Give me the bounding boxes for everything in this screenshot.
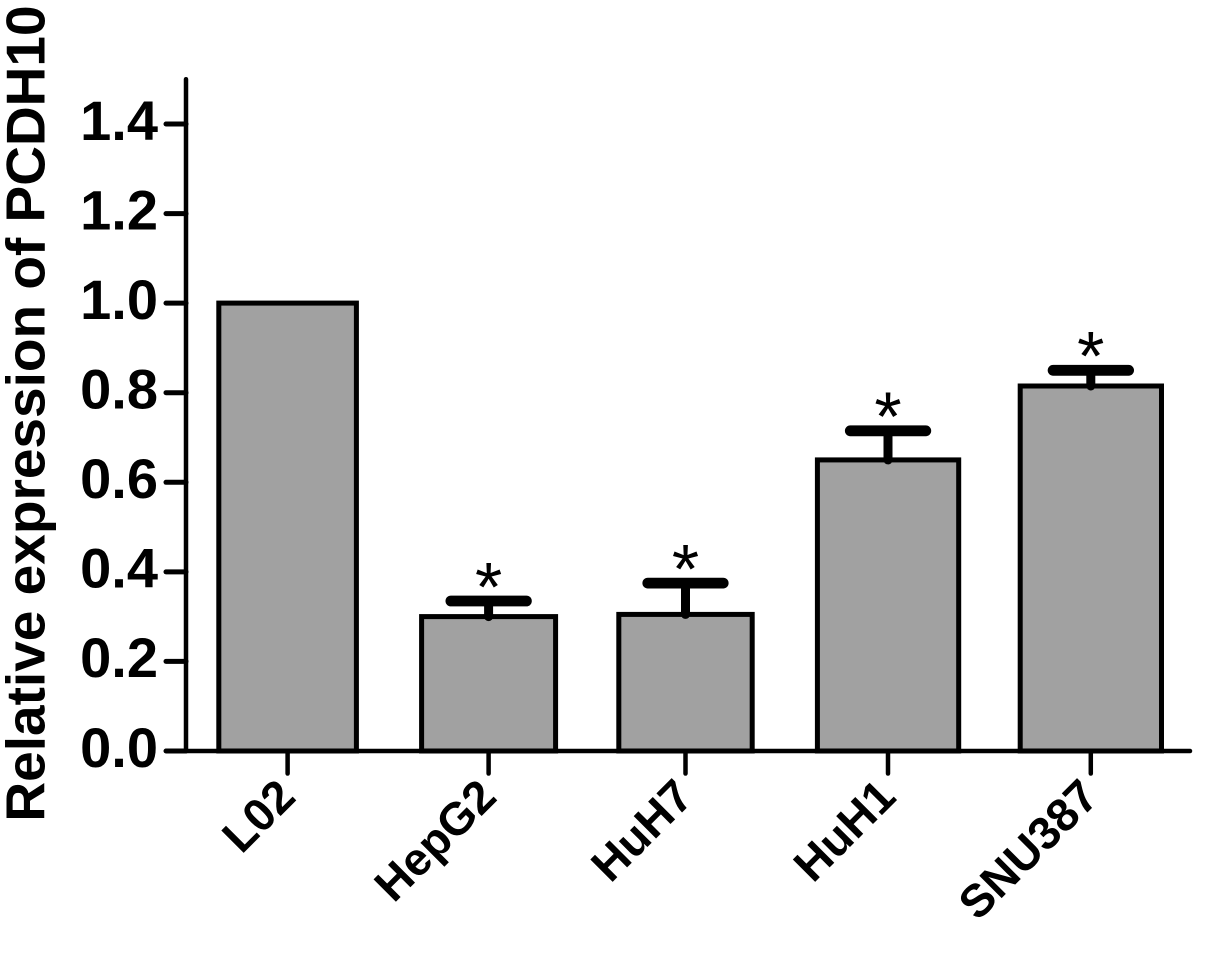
svg-text:*: * [874, 378, 901, 456]
svg-text:*: * [672, 530, 699, 608]
svg-text:1.2: 1.2 [80, 178, 158, 241]
svg-text:0.6: 0.6 [80, 447, 158, 510]
svg-text:1.0: 1.0 [80, 268, 158, 331]
svg-text:Relative expression of PCDH10: Relative expression of PCDH10 [0, 5, 57, 821]
svg-text:0.4: 0.4 [80, 537, 158, 600]
svg-text:0.0: 0.0 [80, 716, 158, 779]
svg-text:*: * [475, 548, 502, 626]
svg-text:1.4: 1.4 [80, 89, 158, 152]
svg-text:0.2: 0.2 [80, 626, 158, 689]
svg-text:0.8: 0.8 [80, 357, 158, 420]
svg-text:*: * [1077, 317, 1104, 395]
